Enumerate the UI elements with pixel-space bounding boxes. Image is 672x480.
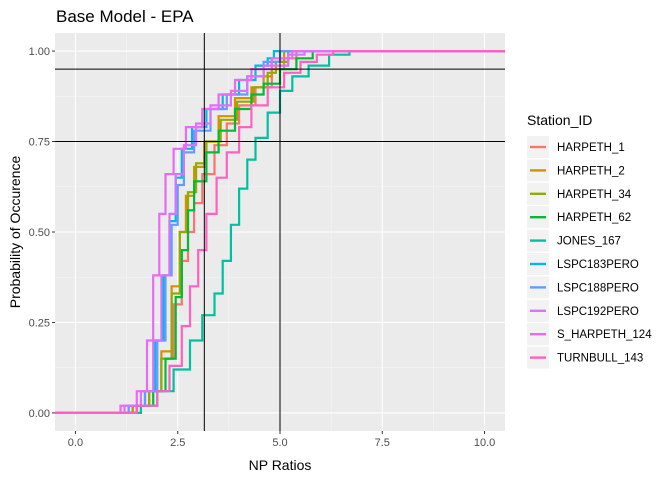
x-axis-ticks: 0.0 2.5 5.0 7.5 10.0 [68, 431, 495, 449]
y-tick-label: 0.50 [29, 227, 50, 239]
legend-title: Station_ID [527, 112, 592, 128]
legend-label: TURNBULL_143 [557, 353, 643, 365]
legend-label: LSPC188PERO [557, 282, 639, 294]
legend-label: LSPC183PERO [557, 259, 639, 271]
chart-title: Base Model - EPA [56, 7, 194, 26]
series-lines [55, 50, 505, 414]
y-axis-title: Probability of Occurence [7, 156, 23, 309]
series-line-jones-167 [55, 50, 505, 414]
y-tick-label: 0.00 [29, 408, 50, 420]
x-tick-label: 5.0 [272, 437, 287, 449]
y-axis-ticks: 0.00 0.25 0.50 0.75 1.00 [29, 46, 55, 420]
legend-label: JONES_167 [557, 236, 621, 248]
legend-label: HARPETH_1 [557, 142, 625, 154]
x-tick-label: 0.0 [68, 437, 83, 449]
x-tick-label: 10.0 [474, 437, 495, 449]
y-tick-label: 0.75 [29, 137, 50, 149]
legend-label: S_HARPETH_124 [557, 329, 652, 341]
reference-lines [55, 33, 505, 431]
y-tick-label: 0.25 [29, 317, 50, 329]
x-tick-label: 7.5 [375, 437, 390, 449]
legend-label: HARPETH_62 [557, 212, 631, 224]
legend: HARPETH_1 HARPETH_2 HARPETH_34 HARPETH_62 JO… [527, 136, 652, 369]
legend-label: LSPC192PERO [557, 306, 639, 318]
legend-label: HARPETH_2 [557, 165, 625, 177]
legend-label: HARPETH_34 [557, 189, 632, 201]
x-tick-label: 2.5 [170, 437, 185, 449]
y-tick-label: 1.00 [29, 46, 50, 58]
x-axis-title: NP Ratios [249, 457, 312, 473]
